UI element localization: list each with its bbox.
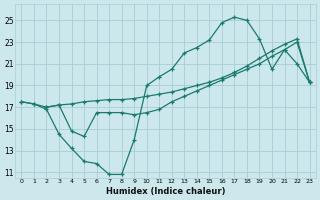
- X-axis label: Humidex (Indice chaleur): Humidex (Indice chaleur): [106, 187, 225, 196]
